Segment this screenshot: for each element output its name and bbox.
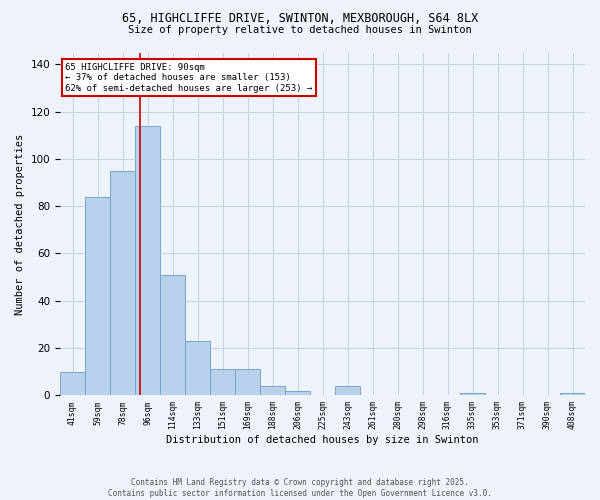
- Bar: [60, 372, 85, 396]
- Bar: [135, 126, 160, 396]
- X-axis label: Distribution of detached houses by size in Swinton: Distribution of detached houses by size …: [166, 435, 479, 445]
- Bar: [160, 275, 185, 396]
- Y-axis label: Number of detached properties: Number of detached properties: [15, 134, 25, 314]
- Text: Contains HM Land Registry data © Crown copyright and database right 2025.
Contai: Contains HM Land Registry data © Crown c…: [108, 478, 492, 498]
- Bar: [210, 370, 235, 396]
- Bar: [85, 196, 110, 396]
- Bar: [235, 370, 260, 396]
- Bar: [335, 386, 360, 396]
- Bar: [460, 393, 485, 396]
- Text: 65 HIGHCLIFFE DRIVE: 90sqm
← 37% of detached houses are smaller (153)
62% of sem: 65 HIGHCLIFFE DRIVE: 90sqm ← 37% of deta…: [65, 63, 313, 92]
- Bar: [110, 170, 135, 396]
- Bar: [260, 386, 285, 396]
- Bar: [185, 341, 210, 396]
- Text: 65, HIGHCLIFFE DRIVE, SWINTON, MEXBOROUGH, S64 8LX: 65, HIGHCLIFFE DRIVE, SWINTON, MEXBOROUG…: [122, 12, 478, 26]
- Bar: [285, 390, 310, 396]
- Text: Size of property relative to detached houses in Swinton: Size of property relative to detached ho…: [128, 25, 472, 35]
- Bar: [560, 393, 585, 396]
